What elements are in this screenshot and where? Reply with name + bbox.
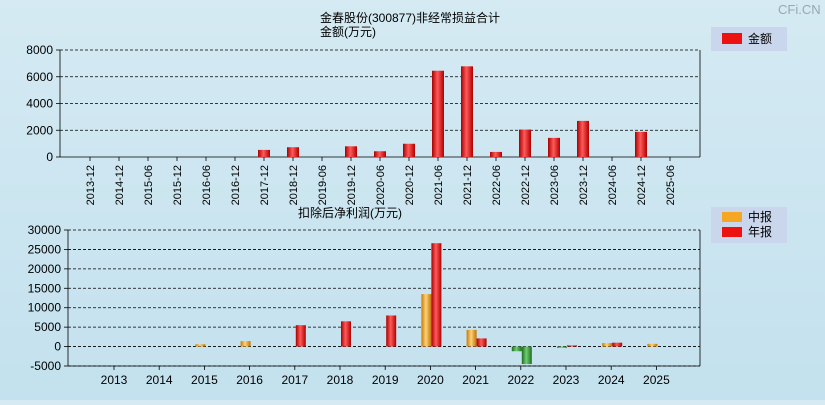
chart1-x-tick-label: 2023-06 <box>549 165 561 205</box>
chart2-title: 扣除后净利润(万元) <box>298 205 402 220</box>
chart2-x-tick-label: 2020 <box>417 373 444 387</box>
chart2-bar-annual <box>295 325 306 347</box>
chart1-bar <box>548 137 560 157</box>
chart2-x-ticks: 2013 2014 2015 2016 2017 2018 2019 2020 2021 2022… <box>101 373 670 387</box>
chart2-bar-interim <box>421 294 432 347</box>
chart1-legend: 金额 <box>711 27 787 51</box>
chart1-x-ticks: 2013-12 2014-12 2015-06 2015-12 2016-06 2016-… <box>85 165 677 205</box>
chart1-y-ticks: 0 2000 4000 6000 8000 <box>26 43 53 164</box>
chart2-bar-annual <box>386 315 397 347</box>
chart1-legend-swatch <box>722 33 742 44</box>
chart2-y-tick-label: -5000 <box>30 359 61 373</box>
chart2-x-tick-label: 2025 <box>643 373 670 387</box>
chart2-y-tick-label: 15000 <box>28 281 62 295</box>
chart1-y-tick-label: 2000 <box>26 123 53 137</box>
chart2-x-tick-label: 2018 <box>327 373 354 387</box>
chart1-ylabel: 金额(万元) <box>320 24 376 39</box>
chart1-y-tick-label: 4000 <box>26 97 53 111</box>
chart2-bar-annual <box>341 321 351 347</box>
chart1-x-tick-label: 2019-12 <box>346 165 358 205</box>
chart2-bar-annual <box>612 342 623 347</box>
chart1-title: 金春股份(300877)非经常损益合计 <box>320 10 500 25</box>
chart1-x-tick-label: 2024-12 <box>636 165 648 205</box>
chart1-bar <box>519 129 531 157</box>
chart1-y-tick-label: 0 <box>46 150 53 164</box>
chart2-x-tick-label: 2013 <box>101 373 128 387</box>
chart1-x-tick-label: 2019-06 <box>317 165 329 205</box>
chart1-x-tick-label: 2023-12 <box>578 165 590 205</box>
chart2-bars <box>195 243 658 365</box>
chart2-y-ticks: -5000 0 5000 10000 15000 20000 25000 30000 <box>28 223 62 373</box>
chart2-y-tick-label: 30000 <box>28 223 62 237</box>
chart1-x-tick-label: 2014-12 <box>114 165 126 205</box>
chart2-grid <box>64 229 701 370</box>
chart2-y-tick-label: 10000 <box>28 301 62 315</box>
chart2-legend-label-interim: 中报 <box>748 209 772 224</box>
chart2-x-tick-label: 2021 <box>462 373 489 387</box>
chart2-x-tick-label: 2019 <box>372 373 399 387</box>
chart2-bar-annual <box>521 346 532 365</box>
chart1-x-tick-label: 2021-06 <box>433 165 445 205</box>
chart1-legend-label: 金额 <box>748 31 772 46</box>
chart2-x-tick-label: 2014 <box>146 373 173 387</box>
chart2-bar-annual <box>567 345 577 347</box>
chart2-legend-swatch-annual <box>722 227 742 237</box>
chart1-x-tick-label: 2021-12 <box>462 165 474 205</box>
chart2-y-tick-label: 5000 <box>34 320 61 334</box>
chart1-bar <box>490 151 502 157</box>
chart2-legend: 中报 年报 <box>711 207 787 243</box>
chart2-x-tick-label: 2022 <box>507 373 534 387</box>
chart1-y-tick-label: 8000 <box>26 43 53 57</box>
chart1-x-tick-label: 2017-12 <box>259 165 271 205</box>
chart1-y-tick-label: 6000 <box>26 70 53 84</box>
chart1-bar <box>461 66 473 157</box>
chart2-bar-annual <box>431 243 442 347</box>
chart2-x-tick-label: 2017 <box>281 373 308 387</box>
chart2-bar-interim <box>557 346 567 348</box>
chart1-bars <box>258 66 647 157</box>
watermark: CFi.CN <box>778 2 821 17</box>
chart2-bar-interim <box>647 343 658 347</box>
chart2-x-tick-label: 2016 <box>236 373 263 387</box>
chart1-x-tick-label: 2013-12 <box>85 165 97 205</box>
chart1-x-tick-label: 2024-06 <box>607 165 619 205</box>
chart1-bar <box>345 146 357 157</box>
chart2-x-tick-label: 2023 <box>553 373 580 387</box>
chart2-bar-interim <box>240 341 251 347</box>
chart2-x-tick-label: 2024 <box>598 373 625 387</box>
chart1-x-tick-label: 2022-06 <box>491 165 503 205</box>
chart2-y-tick-label: 25000 <box>28 242 62 256</box>
chart2-bar-interim <box>511 346 522 352</box>
chart2-y-tick-label: 0 <box>54 340 61 354</box>
chart1-x-tick-label: 2020-06 <box>375 165 387 205</box>
chart1-bar <box>432 70 444 157</box>
chart1-x-tick-label: 2025-06 <box>665 165 677 205</box>
chart2-bar-annual <box>476 338 487 347</box>
chart2-legend-swatch-interim <box>722 212 742 222</box>
chart1-x-tick-label: 2020-12 <box>404 165 416 205</box>
chart1-x-tick-label: 2022-12 <box>520 165 532 205</box>
chart1-bar <box>403 143 415 157</box>
chart1-bar <box>635 131 647 157</box>
chart1-x-tick-label: 2015-06 <box>143 165 155 205</box>
chart1-x-tick-label: 2016-12 <box>230 165 242 205</box>
chart2-bar-interim <box>195 344 206 347</box>
chart1-bar <box>258 149 270 157</box>
chart1-x-tick-label: 2018-12 <box>288 165 300 205</box>
chart1-x-tick-label: 2015-12 <box>172 165 184 205</box>
chart2-x-tick-label: 2015 <box>191 373 218 387</box>
chart1-bar <box>374 151 386 157</box>
chart2-y-tick-label: 20000 <box>28 262 62 276</box>
chart1-x-tick-label: 2016-06 <box>201 165 213 205</box>
chart1-bar <box>287 147 299 157</box>
chart2-legend-label-annual: 年报 <box>748 224 772 239</box>
chart1-bar <box>577 120 589 157</box>
chart2-bar-interim <box>602 343 613 347</box>
chart2-bar-interim <box>466 329 477 347</box>
chart1-grid <box>56 49 701 161</box>
